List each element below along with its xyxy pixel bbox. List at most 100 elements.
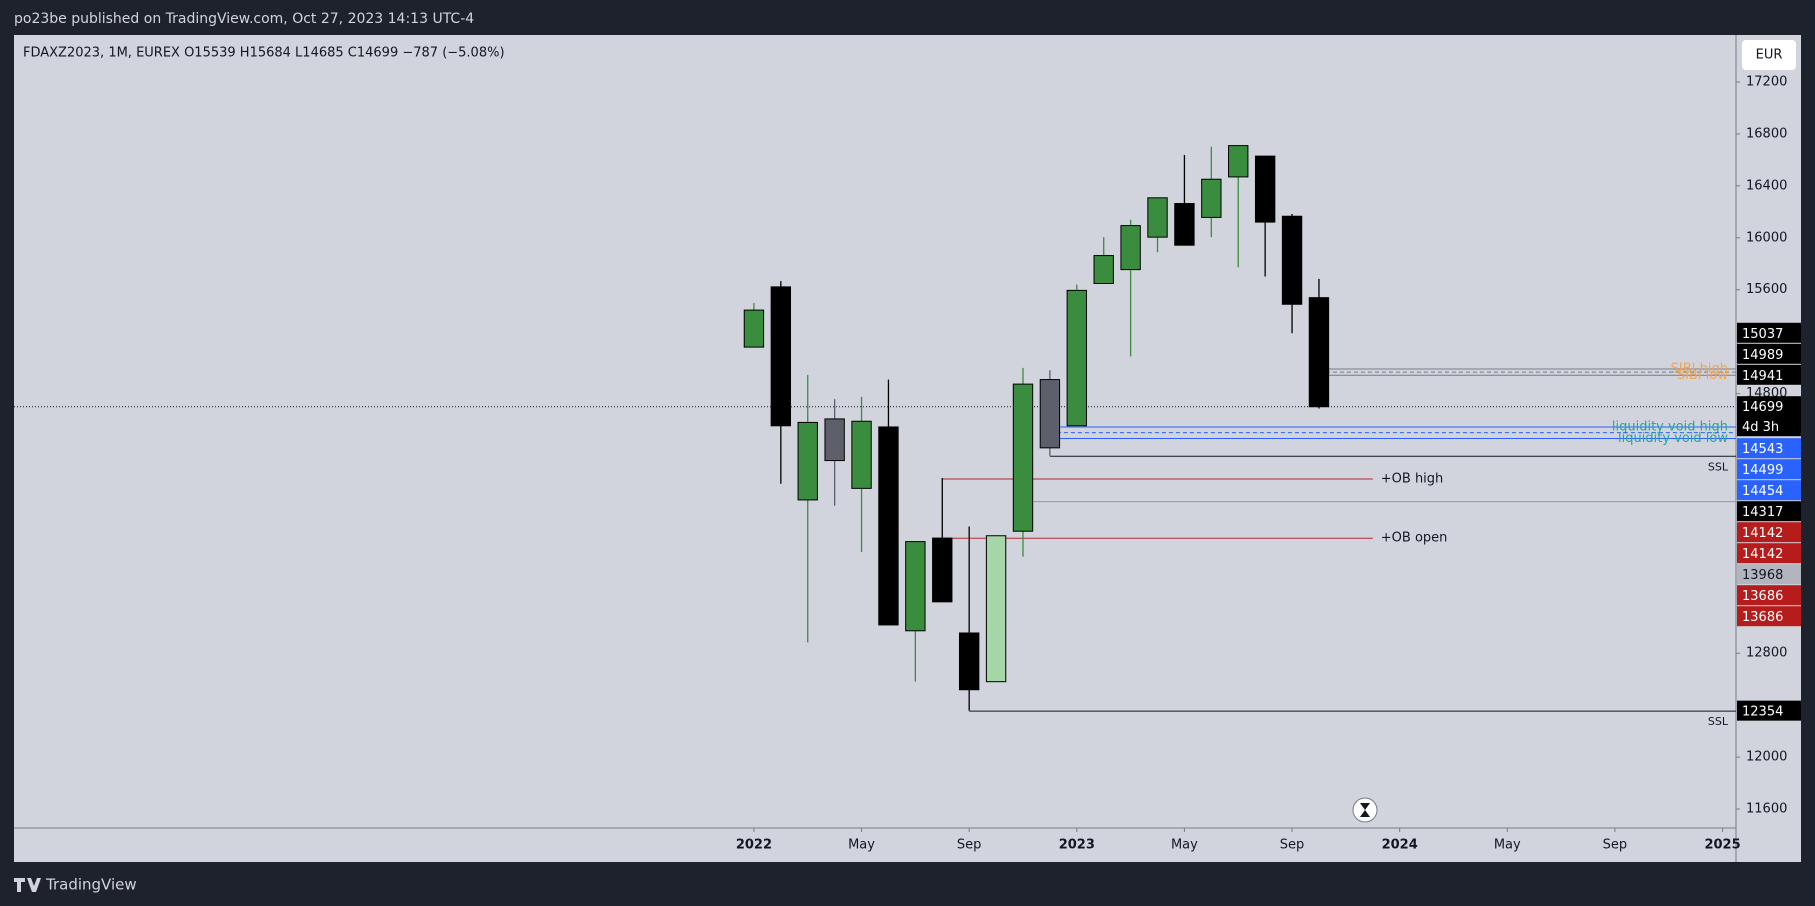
candle-body <box>1174 203 1195 246</box>
candle-body <box>1093 255 1114 284</box>
candle-body <box>743 309 765 348</box>
price-label-bg <box>1737 522 1801 543</box>
candle <box>797 374 818 643</box>
level-label: SIBI low <box>1677 368 1729 383</box>
candle <box>851 396 872 552</box>
y-tick-label: 16000 <box>1746 230 1787 245</box>
candle-body <box>985 535 1007 683</box>
price-label-bg <box>1737 364 1801 385</box>
x-tick-label: 2023 <box>1059 838 1095 853</box>
price-label: 13686 <box>1742 589 1783 604</box>
y-tick-label: 12000 <box>1746 750 1787 765</box>
candle <box>905 541 926 682</box>
level-label: liquidity void high <box>1612 419 1728 434</box>
candle <box>743 303 765 348</box>
price-label-bg <box>1737 501 1801 522</box>
y-tick-label: 11600 <box>1746 802 1787 817</box>
candle <box>1228 145 1249 268</box>
price-label-bg <box>1737 606 1801 627</box>
candle-body <box>851 420 872 489</box>
level-label: SSL <box>1708 460 1729 473</box>
candle-body <box>1039 379 1061 449</box>
price-label: 13686 <box>1742 610 1783 625</box>
level-label: SSL <box>1708 715 1729 728</box>
footer-brand: TradingView <box>45 876 137 894</box>
candle-body <box>905 541 926 632</box>
level-label: SIBI high <box>1671 362 1728 377</box>
candle <box>1308 278 1330 409</box>
y-tick-label: 16800 <box>1746 126 1787 141</box>
price-label-bg <box>1737 322 1801 343</box>
price-label: 14989 <box>1742 348 1783 363</box>
x-tick-label: May <box>1171 838 1198 853</box>
candle <box>824 399 845 506</box>
price-label-bg <box>1737 543 1801 564</box>
price-label: 14454 <box>1742 484 1783 499</box>
currency[interactable]: EUR <box>1756 48 1783 63</box>
replay-icon[interactable] <box>1352 797 1378 823</box>
candle <box>1039 370 1061 456</box>
candle <box>958 526 980 711</box>
price-label-bg <box>1737 480 1801 501</box>
countdown: 4d 3h <box>1742 420 1779 435</box>
price-label: 13968 <box>1742 568 1783 583</box>
candle <box>1120 219 1141 357</box>
price-label-bg <box>1737 564 1801 585</box>
symbol-legend: FDAXZ2023, 1M, EUREX O15539 H15684 L1468… <box>23 46 505 61</box>
x-tick-label: May <box>1494 838 1521 853</box>
candle-body <box>824 418 845 462</box>
last-price-label: 14699 <box>1742 400 1783 415</box>
candle <box>1093 237 1114 284</box>
plot-area <box>14 35 1736 828</box>
x-tick-label: 2024 <box>1382 838 1418 853</box>
candle-body <box>797 421 818 501</box>
hourglass <box>1360 803 1370 817</box>
y-tick-label: 15600 <box>1746 282 1787 297</box>
footer-logo <box>14 878 41 892</box>
price-label-bg <box>1737 585 1801 606</box>
y-tick-label: 12800 <box>1746 646 1787 661</box>
candle-body <box>1228 145 1249 178</box>
x-tick-label: Sep <box>1280 838 1305 853</box>
x-tick-label: 2022 <box>736 838 772 853</box>
header: po23be published on TradingView.com, Oct… <box>14 11 474 27</box>
level-label: liquidity void low <box>1618 431 1728 446</box>
currency-button[interactable] <box>1742 40 1796 70</box>
price-label: 14142 <box>1742 526 1783 541</box>
price-label: 12354 <box>1742 705 1783 720</box>
price-label: 14142 <box>1742 547 1783 562</box>
price-label: 14317 <box>1742 505 1783 520</box>
candle <box>1201 146 1222 238</box>
candle <box>1281 214 1303 334</box>
x-tick-label: May <box>848 838 875 853</box>
price-label: 14543 <box>1742 442 1783 457</box>
candle-body <box>1201 178 1222 218</box>
candle <box>1254 155 1276 277</box>
y-tick-label: 16400 <box>1746 178 1787 193</box>
price-label: 14941 <box>1742 369 1783 384</box>
price-label: 14499 <box>1742 463 1783 478</box>
candle <box>1012 367 1034 557</box>
last-price-bg <box>1737 396 1801 437</box>
candle <box>932 477 953 603</box>
candle-body <box>1066 289 1087 427</box>
x-tick-label: Sep <box>1603 838 1628 853</box>
price-label-bg <box>1737 700 1801 721</box>
time-axis <box>14 828 1736 862</box>
x-tick-label: 2025 <box>1704 838 1740 853</box>
price-label-bg <box>1737 438 1801 459</box>
candle <box>770 281 792 484</box>
candle-body <box>1308 297 1330 408</box>
candle-body <box>1147 197 1168 238</box>
candle-body <box>1281 215 1303 305</box>
candle <box>1174 154 1195 246</box>
candle <box>1147 197 1168 253</box>
candle <box>878 379 899 626</box>
x-tick-label: Sep <box>957 838 982 853</box>
candle-body <box>1254 155 1276 223</box>
level-label: +OB open <box>1381 531 1448 546</box>
price-label-bg <box>1737 459 1801 480</box>
candle-body <box>932 537 953 603</box>
